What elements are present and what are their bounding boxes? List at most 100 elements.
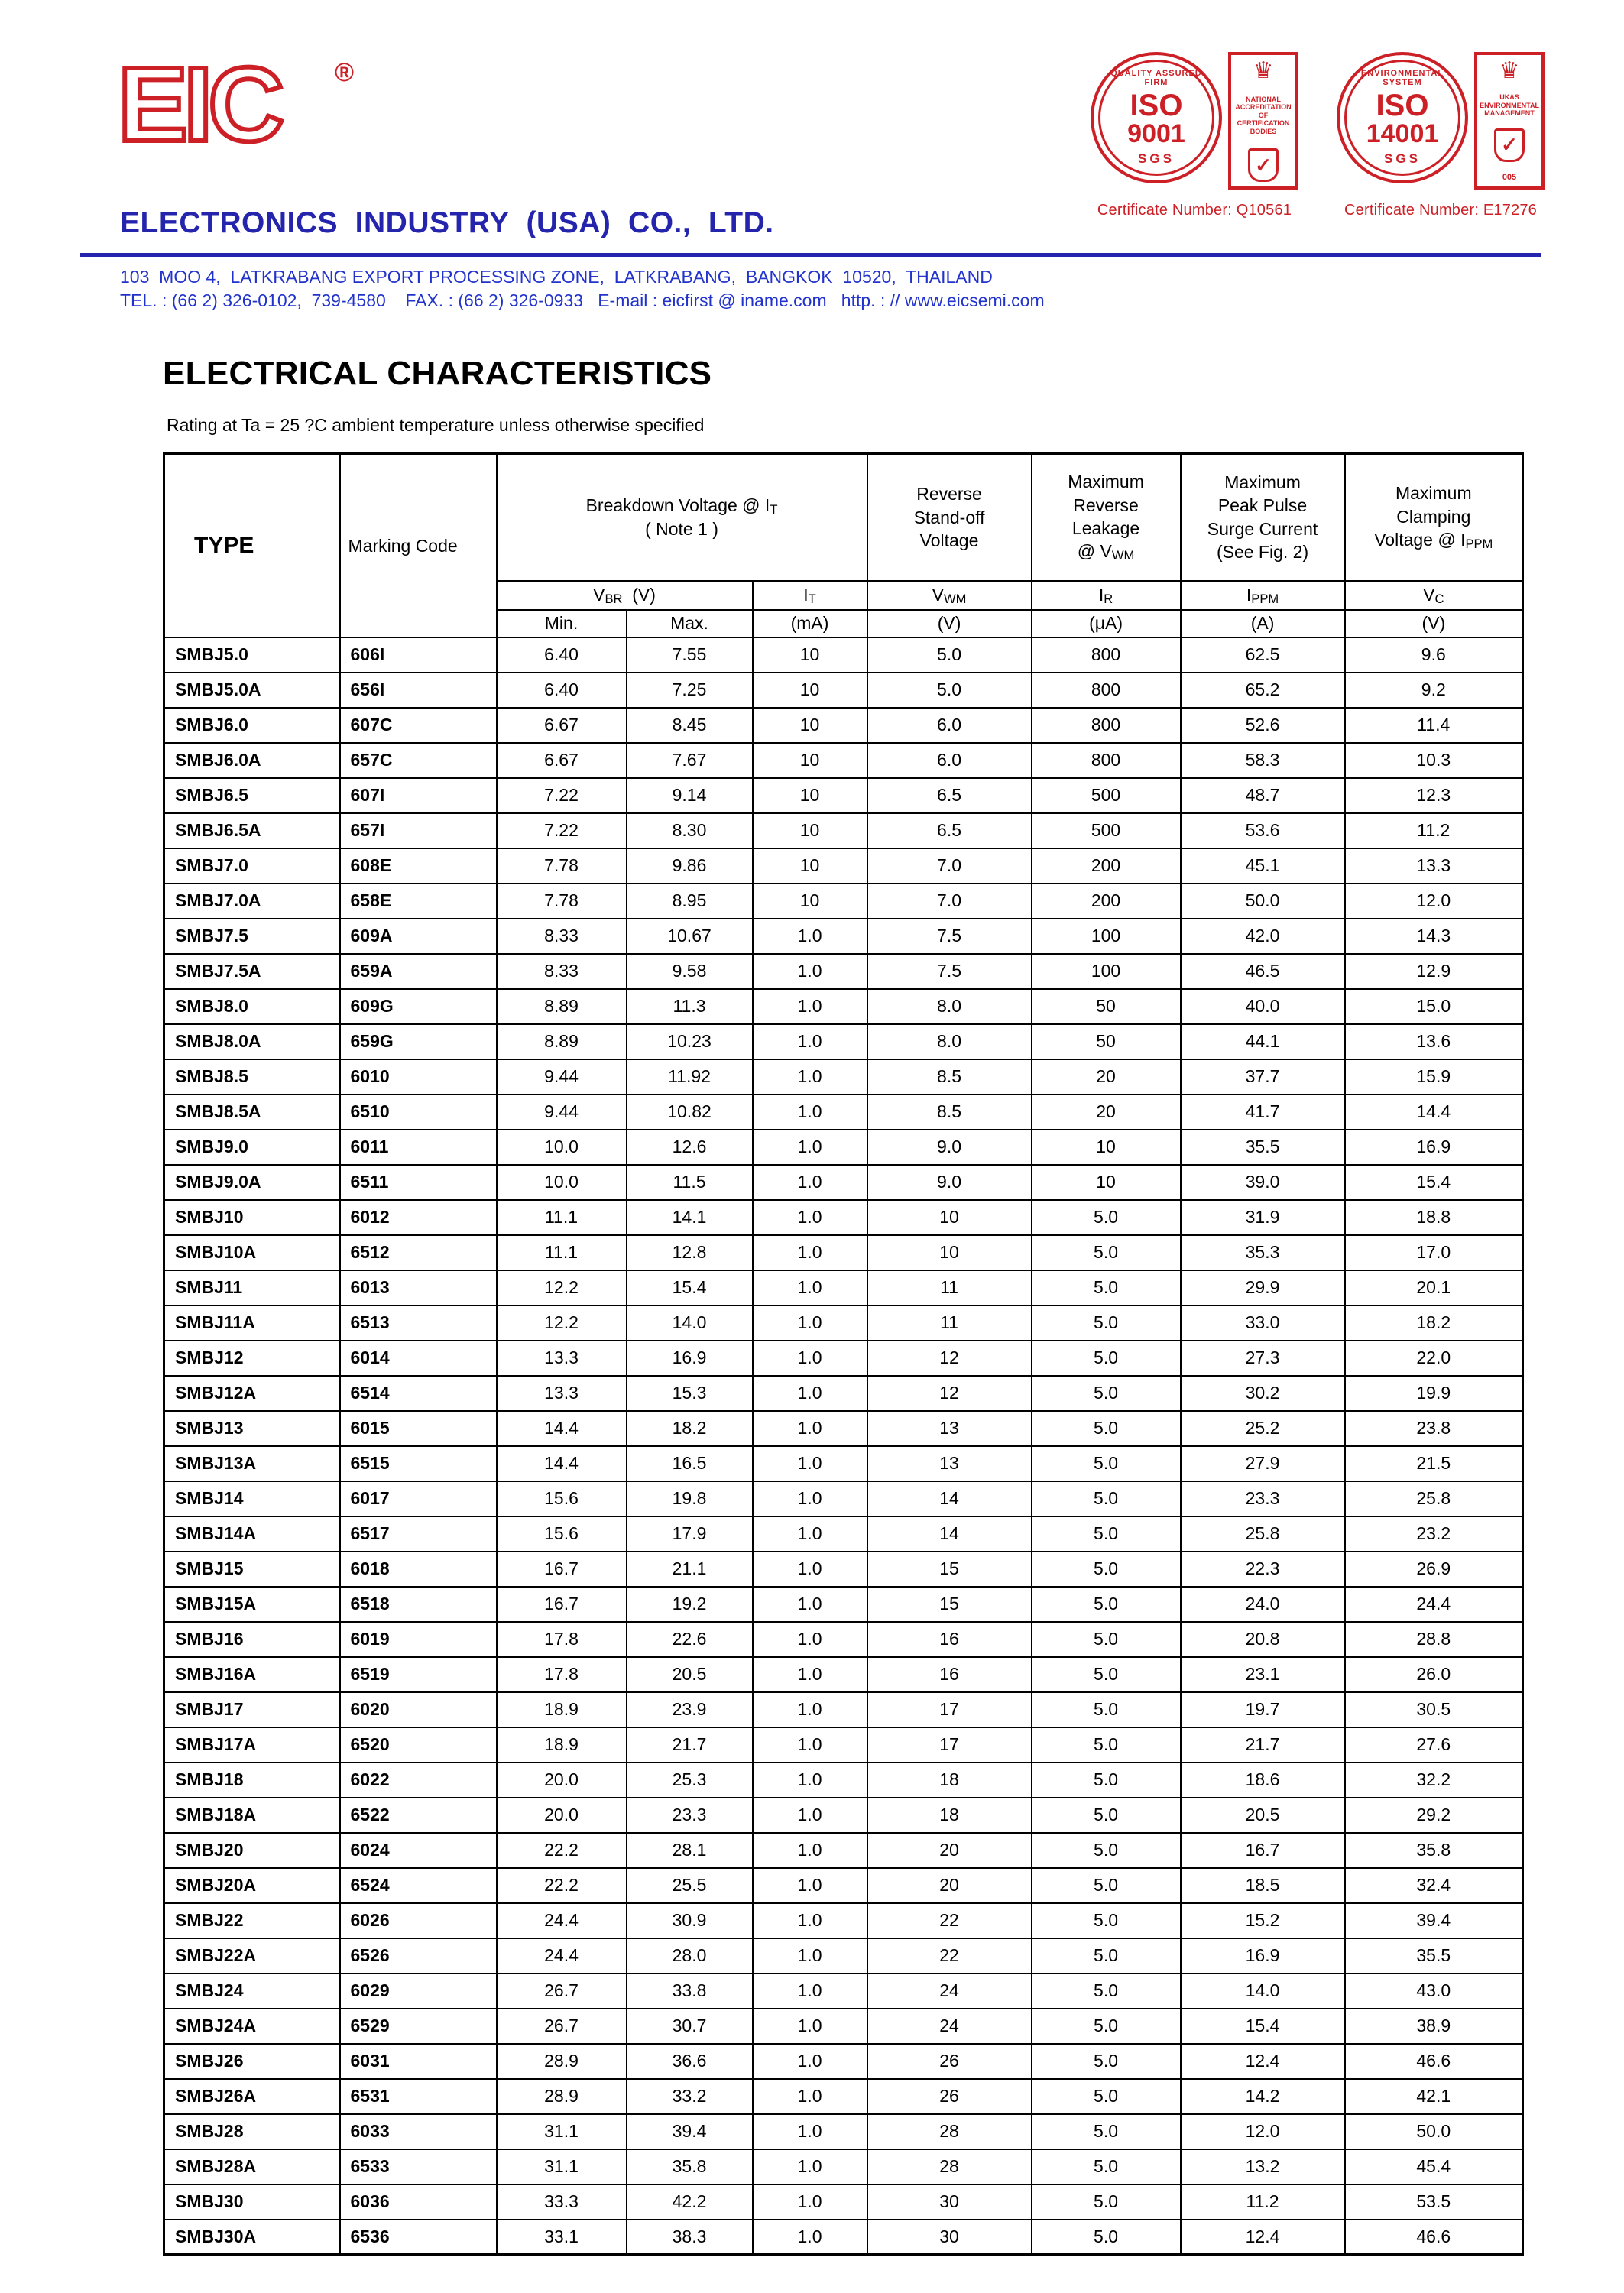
subheader-vc: VC [1344,579,1524,611]
cell-ippm-a: 18.5 [1179,1867,1346,1904]
cell-ir-ua: 800 [1030,741,1182,779]
cell-marking-code: 6015 [339,1409,498,1447]
cell-ir-ua: 800 [1030,706,1182,744]
cell-ir-ua: 5.0 [1030,1726,1182,1763]
cell-vc-v: 18.2 [1344,1304,1524,1341]
cell-type: SMBJ8.0A [163,1023,341,1060]
cell-ippm-a: 33.0 [1179,1304,1346,1341]
cell-it-ma: 1.0 [751,1937,868,1974]
cell-vwm-v: 9.0 [866,1163,1032,1201]
cell-marking-code: 6022 [339,1761,498,1798]
checkmark-icon: ✓ [1248,148,1279,182]
cell-vwm-v: 7.5 [866,952,1032,990]
cell-type: SMBJ6.0A [163,741,341,779]
cell-ir-ua: 5.0 [1030,1304,1182,1341]
iso9001-seal: QUALITY ASSURED FIRM ISO 9001 SGS ♛ NATI… [1088,52,1301,219]
cell-marking-code: 6013 [339,1269,498,1306]
registered-trademark-icon: ® [335,58,354,87]
cell-marking-code: 6020 [339,1691,498,1728]
cell-ippm-a: 35.3 [1179,1234,1346,1271]
iso9001-emblem: QUALITY ASSURED FIRM ISO 9001 SGS ♛ NATI… [1091,52,1298,190]
cell-ir-ua: 5.0 [1030,1867,1182,1904]
cell-vwm-v: 20 [866,1867,1032,1904]
cell-ippm-a: 45.1 [1179,847,1346,884]
cell-vwm-v: 12 [866,1374,1032,1412]
unit-min: Min. [495,608,627,638]
cell-vbr-max: 9.58 [625,952,754,990]
cell-marking-code: 607I [339,777,498,814]
cell-vbr-min: 17.8 [495,1656,627,1693]
table-row: SMBJ28A 6533 31.1 35.8 1.0 28 5.0 13.2 45.4 [163,2148,1524,2185]
cell-type: SMBJ10A [163,1234,341,1271]
cell-vbr-max: 30.9 [625,1902,754,1939]
cell-vbr-min: 9.44 [495,1093,627,1130]
cell-marking-code: 6531 [339,2077,498,2115]
cell-marking-code: 6033 [339,2113,498,2150]
cell-ir-ua: 100 [1030,917,1182,955]
cell-vbr-min: 26.7 [495,2007,627,2045]
subheader-vbr: VBR (V) [495,579,754,611]
characteristics-table: TYPE Marking Code Breakdown Voltage @ IT… [163,452,1525,2256]
cell-marking-code: 6511 [339,1163,498,1201]
cell-vc-v: 29.2 [1344,1796,1524,1834]
cell-it-ma: 10 [751,882,868,919]
cell-vbr-min: 28.9 [495,2077,627,2115]
table-row: SMBJ18A 6522 20.0 23.3 1.0 18 5.0 20.5 29.2 [163,1796,1524,1834]
cell-marking-code: 6512 [339,1234,498,1271]
cell-type: SMBJ26 [163,2042,341,2080]
cell-ir-ua: 5.0 [1030,1445,1182,1482]
cell-marking-code: 6024 [339,1831,498,1869]
cell-it-ma: 10 [751,777,868,814]
header-divider [80,253,1541,257]
table-row: SMBJ6.0A 657C 6.67 7.67 10 6.0 800 58.3 10.3 [163,741,1524,779]
cell-ippm-a: 12.0 [1179,2113,1346,2150]
eic-logo-svg: EIC ® [115,44,354,166]
cell-type: SMBJ16A [163,1656,341,1693]
cell-type: SMBJ7.5A [163,952,341,990]
cell-it-ma: 1.0 [751,1304,868,1341]
cell-vwm-v: 20 [866,1831,1032,1869]
cell-vbr-max: 36.6 [625,2042,754,2080]
cell-vbr-min: 11.1 [495,1234,627,1271]
cell-marking-code: 6526 [339,1937,498,1974]
cell-ir-ua: 5.0 [1030,1796,1182,1834]
cell-vbr-min: 22.2 [495,1867,627,1904]
table-row: SMBJ24A 6529 26.7 30.7 1.0 24 5.0 15.4 38.9 [163,2007,1524,2045]
cell-vbr-max: 20.5 [625,1656,754,1693]
cell-ir-ua: 5.0 [1030,2218,1182,2256]
cell-ippm-a: 62.5 [1179,636,1346,673]
cell-vbr-max: 35.8 [625,2148,754,2185]
cell-vbr-min: 15.6 [495,1480,627,1517]
cell-vc-v: 19.9 [1344,1374,1524,1412]
table-row: SMBJ7.0A 658E 7.78 8.95 10 7.0 200 50.0 12.0 [163,882,1524,919]
cell-vc-v: 45.4 [1344,2148,1524,2185]
cell-marking-code: 6518 [339,1585,498,1623]
cell-marking-code: 6517 [339,1515,498,1552]
accreditation-text: UKAS ENVIRONMENTAL MANAGEMENT [1480,93,1540,117]
cell-vwm-v: 16 [866,1656,1032,1693]
cell-vwm-v: 6.5 [866,812,1032,849]
cell-vbr-max: 19.2 [625,1585,754,1623]
table-row: SMBJ26A 6531 28.9 33.2 1.0 26 5.0 14.2 42.1 [163,2077,1524,2115]
table-row: SMBJ9.0 6011 10.0 12.6 1.0 9.0 10 35.5 16.9 [163,1128,1524,1166]
cell-type: SMBJ14 [163,1480,341,1517]
cell-type: SMBJ20 [163,1831,341,1869]
cell-vwm-v: 28 [866,2148,1032,2185]
col-header-marking-code: Marking Code [339,452,498,638]
table-row: SMBJ26 6031 28.9 36.6 1.0 26 5.0 12.4 46.6 [163,2042,1524,2080]
cell-type: SMBJ15A [163,1585,341,1623]
cell-vc-v: 15.4 [1344,1163,1524,1201]
cell-vbr-max: 15.3 [625,1374,754,1412]
cell-vc-v: 27.6 [1344,1726,1524,1763]
cell-it-ma: 1.0 [751,1726,868,1763]
col-header-breakdown-voltage: Breakdown Voltage @ IT ( Note 1 ) [495,452,868,582]
cell-type: SMBJ8.5 [163,1058,341,1095]
cell-vc-v: 26.9 [1344,1550,1524,1588]
cell-vwm-v: 6.5 [866,777,1032,814]
cell-it-ma: 1.0 [751,1409,868,1447]
cell-vwm-v: 7.0 [866,882,1032,919]
cell-marking-code: 6014 [339,1339,498,1377]
cell-ir-ua: 5.0 [1030,1339,1182,1377]
cell-vbr-min: 8.33 [495,917,627,955]
